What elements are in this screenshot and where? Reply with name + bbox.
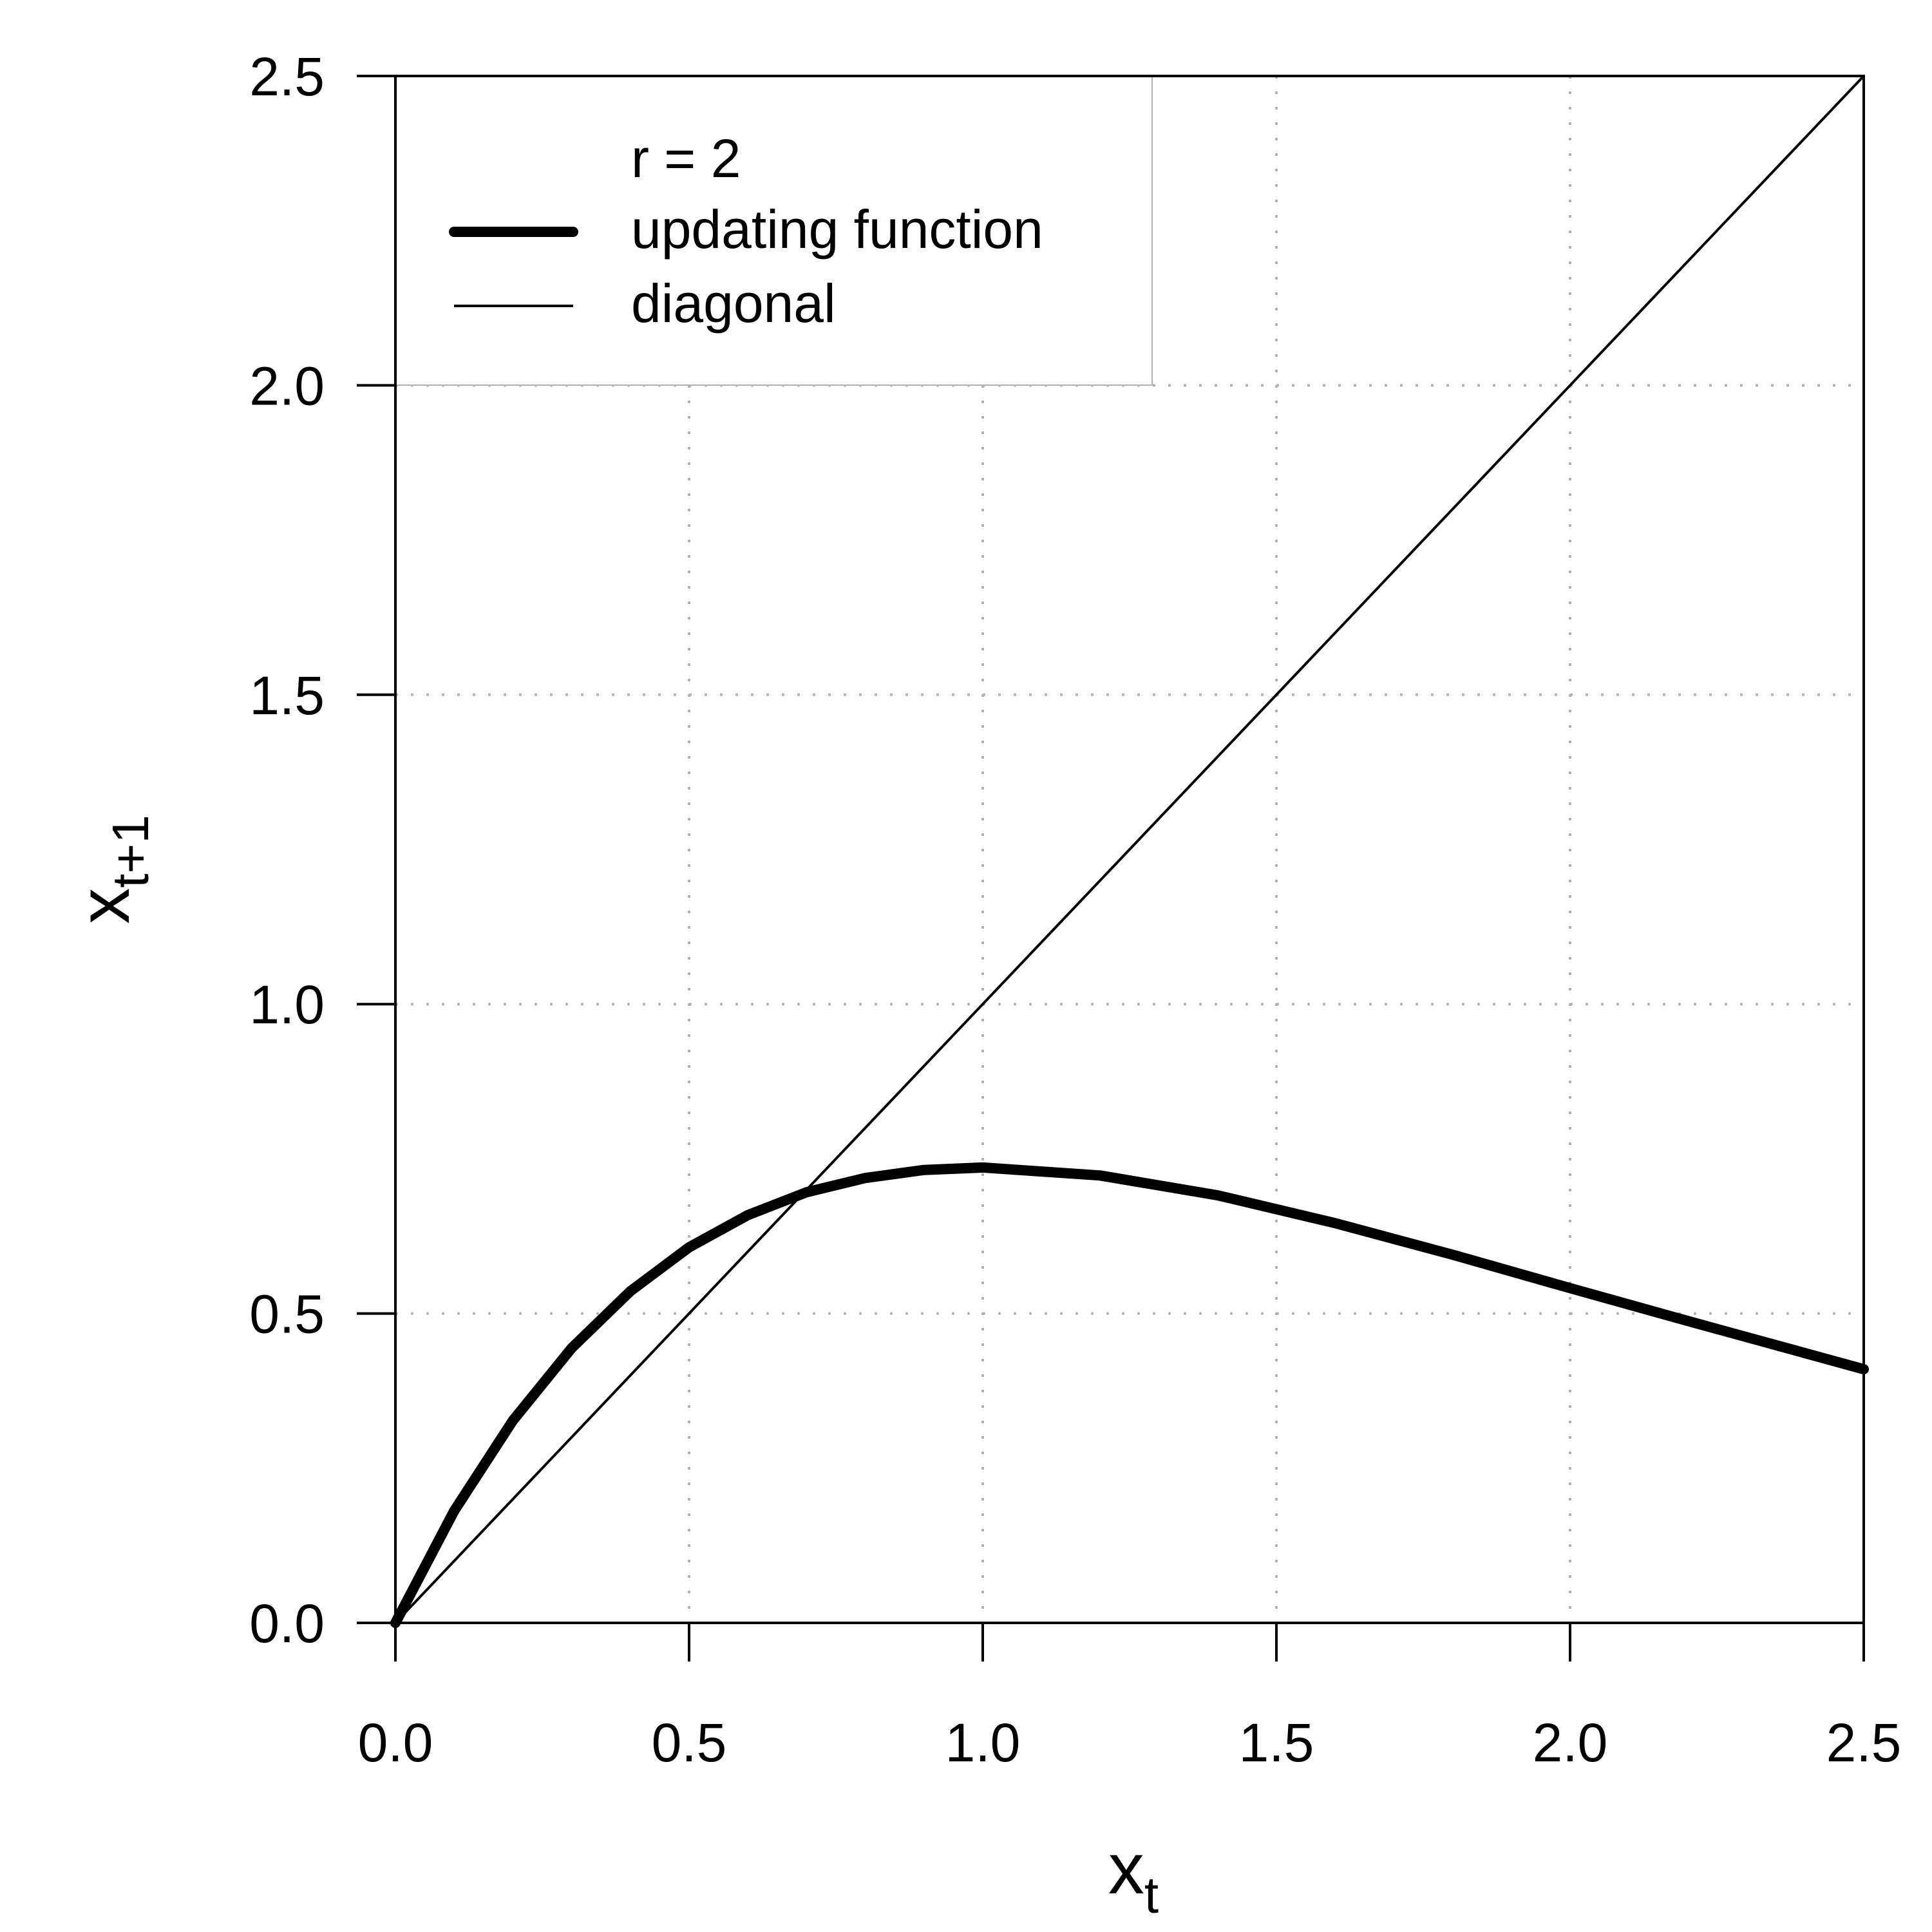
y-tick-label-0: 0.0 bbox=[249, 1593, 325, 1654]
series-group bbox=[390, 75, 1869, 1628]
y-axis-label: xt+1 bbox=[64, 815, 159, 923]
x-tick-label-0: 0.0 bbox=[358, 1712, 433, 1773]
x-axis-label-main: x bbox=[1108, 1828, 1144, 1909]
x-tick-label-3: 1.5 bbox=[1239, 1712, 1314, 1773]
x-tick-label-4: 2.0 bbox=[1533, 1712, 1608, 1773]
legend: r = 2 updating function diagonal bbox=[449, 128, 1043, 334]
y-tick-label-4: 2.0 bbox=[249, 355, 325, 416]
y-tick-label-3: 1.5 bbox=[249, 665, 325, 726]
y-axis-label-subscript: t+1 bbox=[102, 815, 159, 887]
x-tick-label-5: 2.5 bbox=[1826, 1712, 1902, 1773]
y-axis: 0.0 0.5 1.0 1.5 2.0 2.5 bbox=[249, 46, 395, 1654]
y-tick-label-5: 2.5 bbox=[249, 46, 325, 107]
x-axis: 0.0 0.5 1.0 1.5 2.0 2.5 bbox=[358, 1623, 1902, 1773]
y-tick-label-2: 1.0 bbox=[249, 974, 325, 1035]
x-tick-label-2: 1.0 bbox=[945, 1712, 1021, 1773]
x-tick-label-1: 0.5 bbox=[652, 1712, 727, 1773]
series-line-updating-function bbox=[390, 1162, 1869, 1628]
plot-frame bbox=[394, 75, 1865, 1624]
x-axis-label: xt bbox=[1108, 1828, 1159, 1924]
legend-entry-1: diagonal bbox=[631, 273, 836, 334]
legend-title: r = 2 bbox=[631, 128, 741, 189]
x-axis-label-subscript: t bbox=[1144, 1866, 1159, 1924]
legend-entry-0: updating function bbox=[631, 199, 1043, 260]
y-tick-label-1: 0.5 bbox=[249, 1284, 325, 1345]
series-line-diagonal bbox=[394, 75, 1865, 1624]
y-axis-label-main: x bbox=[64, 888, 144, 924]
